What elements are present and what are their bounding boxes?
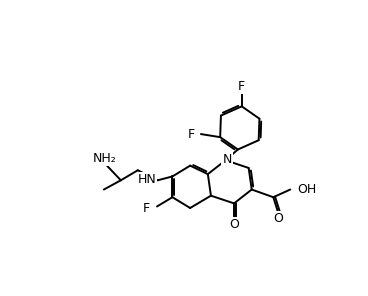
Text: NH₂: NH₂: [93, 152, 117, 165]
Text: OH: OH: [297, 183, 316, 196]
Text: F: F: [143, 202, 150, 215]
Text: O: O: [229, 218, 239, 231]
Text: O: O: [273, 212, 283, 224]
Text: F: F: [238, 80, 245, 93]
Text: F: F: [188, 128, 195, 141]
Text: HN: HN: [138, 173, 156, 186]
Text: N: N: [222, 153, 232, 166]
